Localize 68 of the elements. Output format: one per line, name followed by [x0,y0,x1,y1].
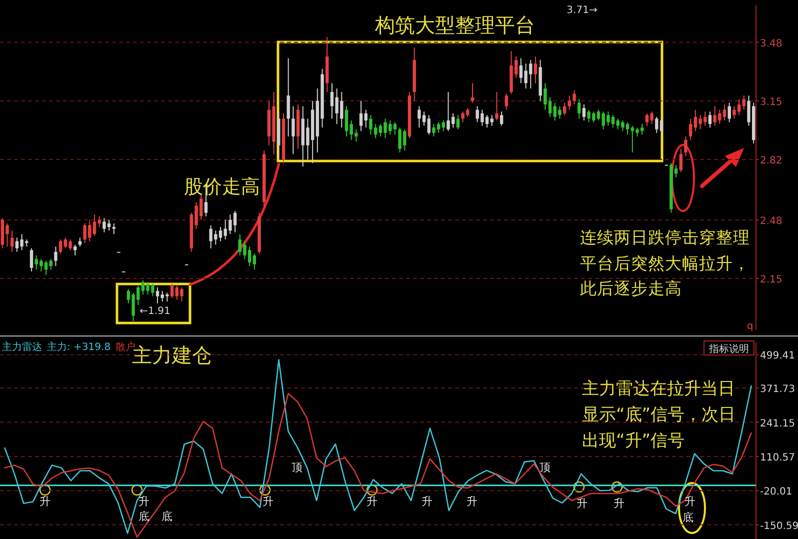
candlestick [170,283,174,299]
y-tick-label: 371.73 [760,384,795,396]
annotation: 指标说明 [708,343,749,355]
annotation: 股价走高 [184,176,260,198]
candlestick [490,114,494,126]
candlestick [286,58,290,137]
y-tick-label: 499.41 [760,350,795,362]
candlestick [359,100,363,132]
annotation: 升 [684,495,696,508]
candlestick [10,230,14,252]
y-tick-label: -150.59 [760,520,798,532]
candlestick [393,122,397,136]
annotation: 升 [366,495,378,508]
annotation: 顶 [292,461,302,474]
candlestick [708,111,712,128]
annotation: 升 [138,495,150,508]
y-tick-label: 2.48 [760,216,782,227]
candlestick [578,98,581,120]
annotation: 升 [576,497,588,510]
candlestick [292,106,295,155]
candlestick [112,222,116,235]
annotation: 底 [138,510,150,523]
annotation: 主力雷达在拉升当日显示“底”信号，次日出现“升”信号 [582,378,737,453]
annotation: 顶 [540,461,550,474]
annotation: 3.71→ [566,5,598,16]
candlestick [427,114,430,136]
candlestick [58,238,62,254]
candlestick [54,246,58,267]
y-tick-label: 110.57 [760,452,795,464]
y-tick-label: 3.15 [760,96,782,108]
candlestick [684,136,688,156]
annotation: 升 [422,495,432,508]
annotation: 构筑大型整理平台 [374,13,535,37]
candlestick [456,114,460,130]
annotation: 底 [682,511,694,524]
candlestick [30,248,34,272]
y-tick-label: 2.82 [760,156,782,167]
annotation: q [746,321,754,332]
annotation: 底 [162,510,172,523]
candlestick [688,118,692,140]
annotation: 连续两日跌停击穿整理平台后突然大幅拉升，此后逐步走高 [580,227,751,300]
text: 主力: +319.8 [47,341,111,353]
candlestick [504,93,508,110]
candlestick [728,102,731,123]
candlestick [742,95,746,110]
candlestick [562,102,566,116]
candlestick [572,90,576,105]
annotation: 升 [40,495,50,508]
annotation: ←1.91 [140,306,170,317]
candlestick [470,82,474,104]
annotation: 升 [466,495,478,508]
candlestick [495,92,498,121]
candlestick [364,109,368,128]
y-tick-label: 2.15 [760,274,782,286]
annotation: 升 [262,495,274,508]
candlestick [534,56,538,84]
annotation: 升 [614,497,624,510]
candlestick [442,120,446,132]
candlestick [49,258,52,270]
candlestick [252,253,256,270]
chart-title: 主力雷达 [2,341,42,353]
candlestick [500,111,504,126]
y-tick-label: 241.15 [760,418,795,430]
candlestick [679,148,682,172]
candlestick [74,244,77,256]
y-tick-label: -20.01 [760,486,792,498]
y-tick-label: 3.48 [760,38,782,50]
candlestick [582,104,586,121]
